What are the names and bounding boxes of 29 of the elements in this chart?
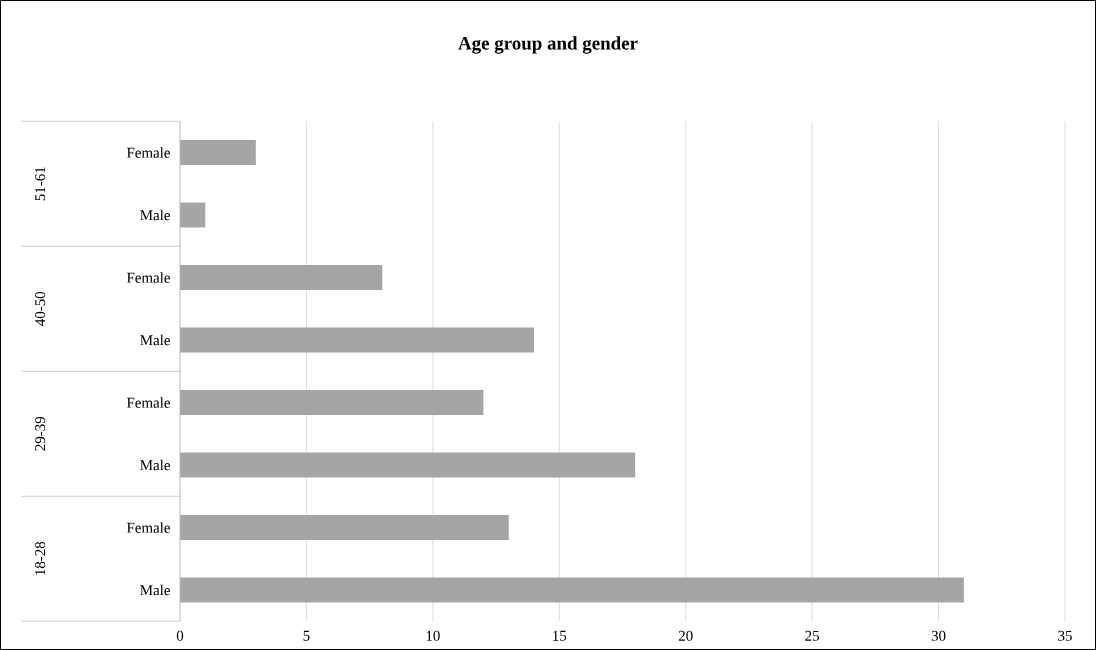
text: 51-61 [35,167,46,201]
text: 18-28 [35,541,46,575]
bar [180,140,256,165]
text: 29-39 [35,416,46,451]
y-tick-label: Male [140,459,170,471]
bar [180,452,636,478]
y-tick-label: Male [140,334,170,346]
bar [180,265,383,290]
x-tick-label: 15 [553,630,567,641]
text: 40-50 [35,291,46,326]
y-tick-label: Male [140,209,170,221]
chart-title: Age group and gender [458,36,638,54]
y-tick-label: Female [126,397,170,408]
x-tick-label: 35 [1058,630,1072,641]
y-tick-label: Male [140,584,170,596]
x-tick-label: 30 [931,630,946,641]
x-tick-label: 20 [678,630,693,641]
x-tick-label: 0 [176,630,184,641]
x-tick-label: 5 [303,630,310,641]
x-tick-label: 25 [805,630,820,641]
x-tick-label: 10 [426,630,440,641]
bar [180,202,206,228]
bar [180,327,534,353]
bar [180,577,964,603]
y-tick-label: Female [126,272,170,283]
bar [180,390,484,415]
y-tick-label: Female [126,522,170,533]
bar [180,515,509,540]
y-tick-label: Female [126,147,170,158]
